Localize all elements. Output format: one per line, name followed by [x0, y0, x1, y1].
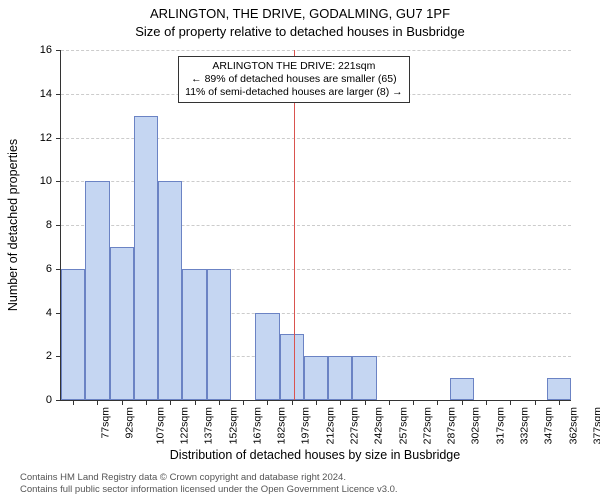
- x-tick-label: 287sqm: [446, 407, 458, 444]
- x-tick-label: 77sqm: [100, 407, 112, 439]
- y-tick-label: 4: [46, 307, 52, 319]
- histogram-bar: [450, 378, 474, 400]
- histogram-bar: [61, 269, 85, 400]
- y-tick-mark: [56, 181, 61, 182]
- x-tick-label: 227sqm: [348, 407, 360, 444]
- y-tick-label: 14: [40, 88, 52, 100]
- chart-footer: Contains HM Land Registry data © Crown c…: [20, 472, 398, 496]
- x-tick-label: 92sqm: [124, 407, 136, 439]
- footer-line-2: Contains full public sector information …: [20, 484, 398, 495]
- histogram-bar: [304, 356, 328, 400]
- x-tick-label: 362sqm: [567, 407, 579, 444]
- y-tick-label: 10: [40, 175, 52, 187]
- x-tick-label: 167sqm: [251, 407, 263, 444]
- x-tick-label: 272sqm: [421, 407, 433, 444]
- x-tick-label: 212sqm: [324, 407, 336, 444]
- x-tick-label: 137sqm: [203, 407, 215, 444]
- x-tick-label: 242sqm: [373, 407, 385, 444]
- histogram-bar: [182, 269, 206, 400]
- x-tick-label: 122sqm: [178, 407, 190, 444]
- y-tick-label: 6: [46, 263, 52, 275]
- x-tick-label: 182sqm: [276, 407, 288, 444]
- histogram-bar: [280, 334, 304, 400]
- chart-subtitle: Size of property relative to detached ho…: [0, 24, 600, 39]
- histogram-chart: ARLINGTON, THE DRIVE, GODALMING, GU7 1PF…: [0, 0, 600, 500]
- y-tick-label: 2: [46, 350, 52, 362]
- y-tick-mark: [56, 50, 61, 51]
- annotation-line-3: 11% of semi-detached houses are larger (…: [185, 86, 403, 98]
- footer-line-1: Contains HM Land Registry data © Crown c…: [20, 472, 346, 483]
- x-tick-label: 302sqm: [470, 407, 482, 444]
- plot-area: ARLINGTON THE DRIVE: 221sqm ← 89% of det…: [60, 50, 571, 401]
- x-tick-label: 377sqm: [591, 407, 600, 444]
- x-axis-label: Distribution of detached houses by size …: [60, 448, 570, 462]
- y-tick-label: 8: [46, 219, 52, 231]
- annotation-line-1: ARLINGTON THE DRIVE: 221sqm: [212, 60, 375, 72]
- y-tick-label: 0: [46, 394, 52, 406]
- histogram-bar: [255, 313, 279, 401]
- y-tick-label: 16: [40, 44, 52, 56]
- y-tick-labels: 0246810121416: [0, 50, 56, 400]
- histogram-bar: [134, 116, 158, 400]
- x-tick-label: 317sqm: [494, 407, 506, 444]
- histogram-bar: [85, 181, 109, 400]
- y-tick-mark: [56, 94, 61, 95]
- x-tick-labels: 77sqm 92sqm 107sqm 122sqm 137sqm 152sqm 167sqm…: [60, 404, 570, 448]
- histogram-bar: [207, 269, 231, 400]
- x-tick-label: 257sqm: [397, 407, 409, 444]
- gridline: [61, 50, 571, 51]
- y-tick-mark: [56, 400, 61, 401]
- x-tick-label: 347sqm: [543, 407, 555, 444]
- x-tick-label: 197sqm: [300, 407, 312, 444]
- x-tick-label: 332sqm: [518, 407, 530, 444]
- y-tick-mark: [56, 138, 61, 139]
- histogram-bar: [352, 356, 376, 400]
- histogram-bar: [547, 378, 571, 400]
- annotation-box: ARLINGTON THE DRIVE: 221sqm ← 89% of det…: [178, 56, 410, 103]
- histogram-bar: [158, 181, 182, 400]
- chart-main-title: ARLINGTON, THE DRIVE, GODALMING, GU7 1PF: [0, 6, 600, 21]
- histogram-bar: [110, 247, 134, 400]
- y-tick-label: 12: [40, 132, 52, 144]
- histogram-bar: [328, 356, 352, 400]
- x-tick-label: 107sqm: [154, 407, 166, 444]
- x-tick-label: 152sqm: [227, 407, 239, 444]
- annotation-line-2: ← 89% of detached houses are smaller (65…: [191, 73, 396, 85]
- y-tick-mark: [56, 225, 61, 226]
